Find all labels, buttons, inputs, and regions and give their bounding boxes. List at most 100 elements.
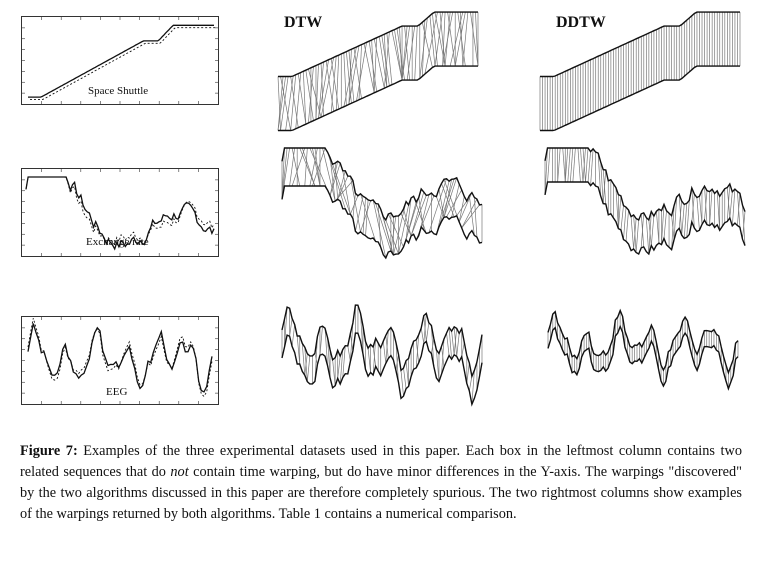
- warping-link: [414, 26, 418, 81]
- warping-link: [334, 163, 339, 200]
- warping-link: [305, 70, 314, 121]
- warping-link: [630, 216, 634, 249]
- warping-link: [405, 360, 409, 387]
- warping-link: [309, 147, 318, 187]
- warping-link: [403, 368, 407, 389]
- figure-label: Figure 7:: [20, 443, 78, 459]
- warping-link: [691, 194, 695, 223]
- warping-link: [334, 180, 354, 202]
- warping-link: [461, 198, 478, 229]
- query-series: [281, 147, 483, 222]
- warping-link: [663, 210, 667, 239]
- warping-link: [742, 211, 746, 240]
- warping-link: [474, 197, 478, 238]
- warping-link: [291, 324, 296, 347]
- query-series: [278, 11, 478, 78]
- warping-link: [291, 147, 301, 187]
- exchange-rate-dtw-warping: [281, 147, 483, 260]
- warping-link: [429, 15, 436, 67]
- warping-link: [329, 157, 336, 202]
- warping-link: [353, 48, 362, 99]
- warping-link: [656, 211, 660, 244]
- warping-link: [399, 27, 403, 81]
- warping-link: [382, 216, 394, 255]
- warping-link: [350, 323, 354, 362]
- warping-link: [342, 345, 346, 378]
- warping-link: [681, 204, 685, 236]
- warping-link: [640, 212, 645, 248]
- warping-link: [383, 31, 390, 89]
- eeg-dtw-warping: [281, 304, 483, 407]
- warping-link: [400, 370, 404, 397]
- warping-link: [378, 36, 388, 88]
- candidate-series: [544, 181, 746, 256]
- warping-link: [382, 341, 387, 364]
- warping-link: [372, 338, 377, 376]
- warping-link: [454, 12, 466, 67]
- warping-link: [673, 197, 677, 240]
- warping-link: [312, 147, 321, 187]
- warping-link: [419, 17, 428, 79]
- warping-link: [390, 216, 397, 252]
- warping-link: [329, 161, 339, 196]
- warping-link: [291, 147, 306, 187]
- space-shuttle-label: Space Shuttle: [88, 85, 149, 97]
- warping-link: [620, 205, 624, 230]
- space-shuttle-series-a: [28, 24, 214, 98]
- warping-link: [461, 342, 465, 357]
- warping-link: [367, 348, 371, 373]
- warping-link: [443, 177, 458, 218]
- warping-link: [466, 362, 470, 384]
- warping-link: [289, 318, 293, 337]
- warping-link: [456, 333, 460, 357]
- warping-link: [600, 162, 604, 204]
- warping-link: [327, 337, 331, 378]
- warping-link: [277, 76, 284, 131]
- warping-link: [423, 313, 427, 344]
- warping-link: [320, 57, 335, 118]
- warping-link: [458, 196, 465, 223]
- warping-link: [343, 46, 357, 107]
- exchange-rate-label: Exchange rate: [86, 236, 149, 248]
- warping-link: [312, 147, 326, 187]
- candidate-series: [547, 324, 739, 391]
- warping-link: [304, 147, 308, 187]
- exchange-rate-plot: [22, 169, 218, 256]
- warping-link: [355, 196, 364, 232]
- eeg-series-b: [27, 318, 213, 398]
- warping-link: [297, 73, 307, 125]
- warping-link: [301, 147, 316, 187]
- warping-link: [377, 203, 382, 248]
- exchange-rate-plot-box: Exchange rate: [21, 168, 219, 257]
- warping-link: [468, 195, 475, 236]
- warping-link: [567, 147, 571, 183]
- space-shuttle-series-b: [30, 27, 216, 100]
- warping-link: [418, 197, 425, 231]
- warping-link: [332, 359, 336, 386]
- warping-link: [406, 26, 416, 81]
- warping-link: [683, 203, 688, 239]
- warping-link: [650, 215, 655, 246]
- warping-link: [441, 338, 445, 375]
- warping-link: [547, 147, 551, 183]
- warping-link: [446, 332, 450, 356]
- warping-link: [375, 203, 392, 252]
- warping-link: [394, 29, 403, 81]
- warping-link: [671, 205, 675, 250]
- warping-link: [597, 153, 602, 197]
- warping-link: [348, 45, 360, 105]
- warping-link: [451, 331, 455, 355]
- warping-link: [308, 68, 322, 118]
- warping-link: [398, 204, 409, 254]
- warping-link: [468, 376, 473, 391]
- warping-link: [587, 151, 591, 183]
- warping-link: [277, 76, 281, 131]
- warping-link: [324, 328, 328, 366]
- warping-link: [470, 12, 479, 67]
- caption-text-part1: Examples of the three experimental datas…: [20, 443, 742, 480]
- warping-link: [318, 59, 329, 119]
- warping-link: [280, 76, 289, 131]
- query-series: [547, 308, 739, 375]
- warping-link: [602, 169, 607, 204]
- caption-text-part2: contain time warping, but do have minor …: [20, 464, 742, 522]
